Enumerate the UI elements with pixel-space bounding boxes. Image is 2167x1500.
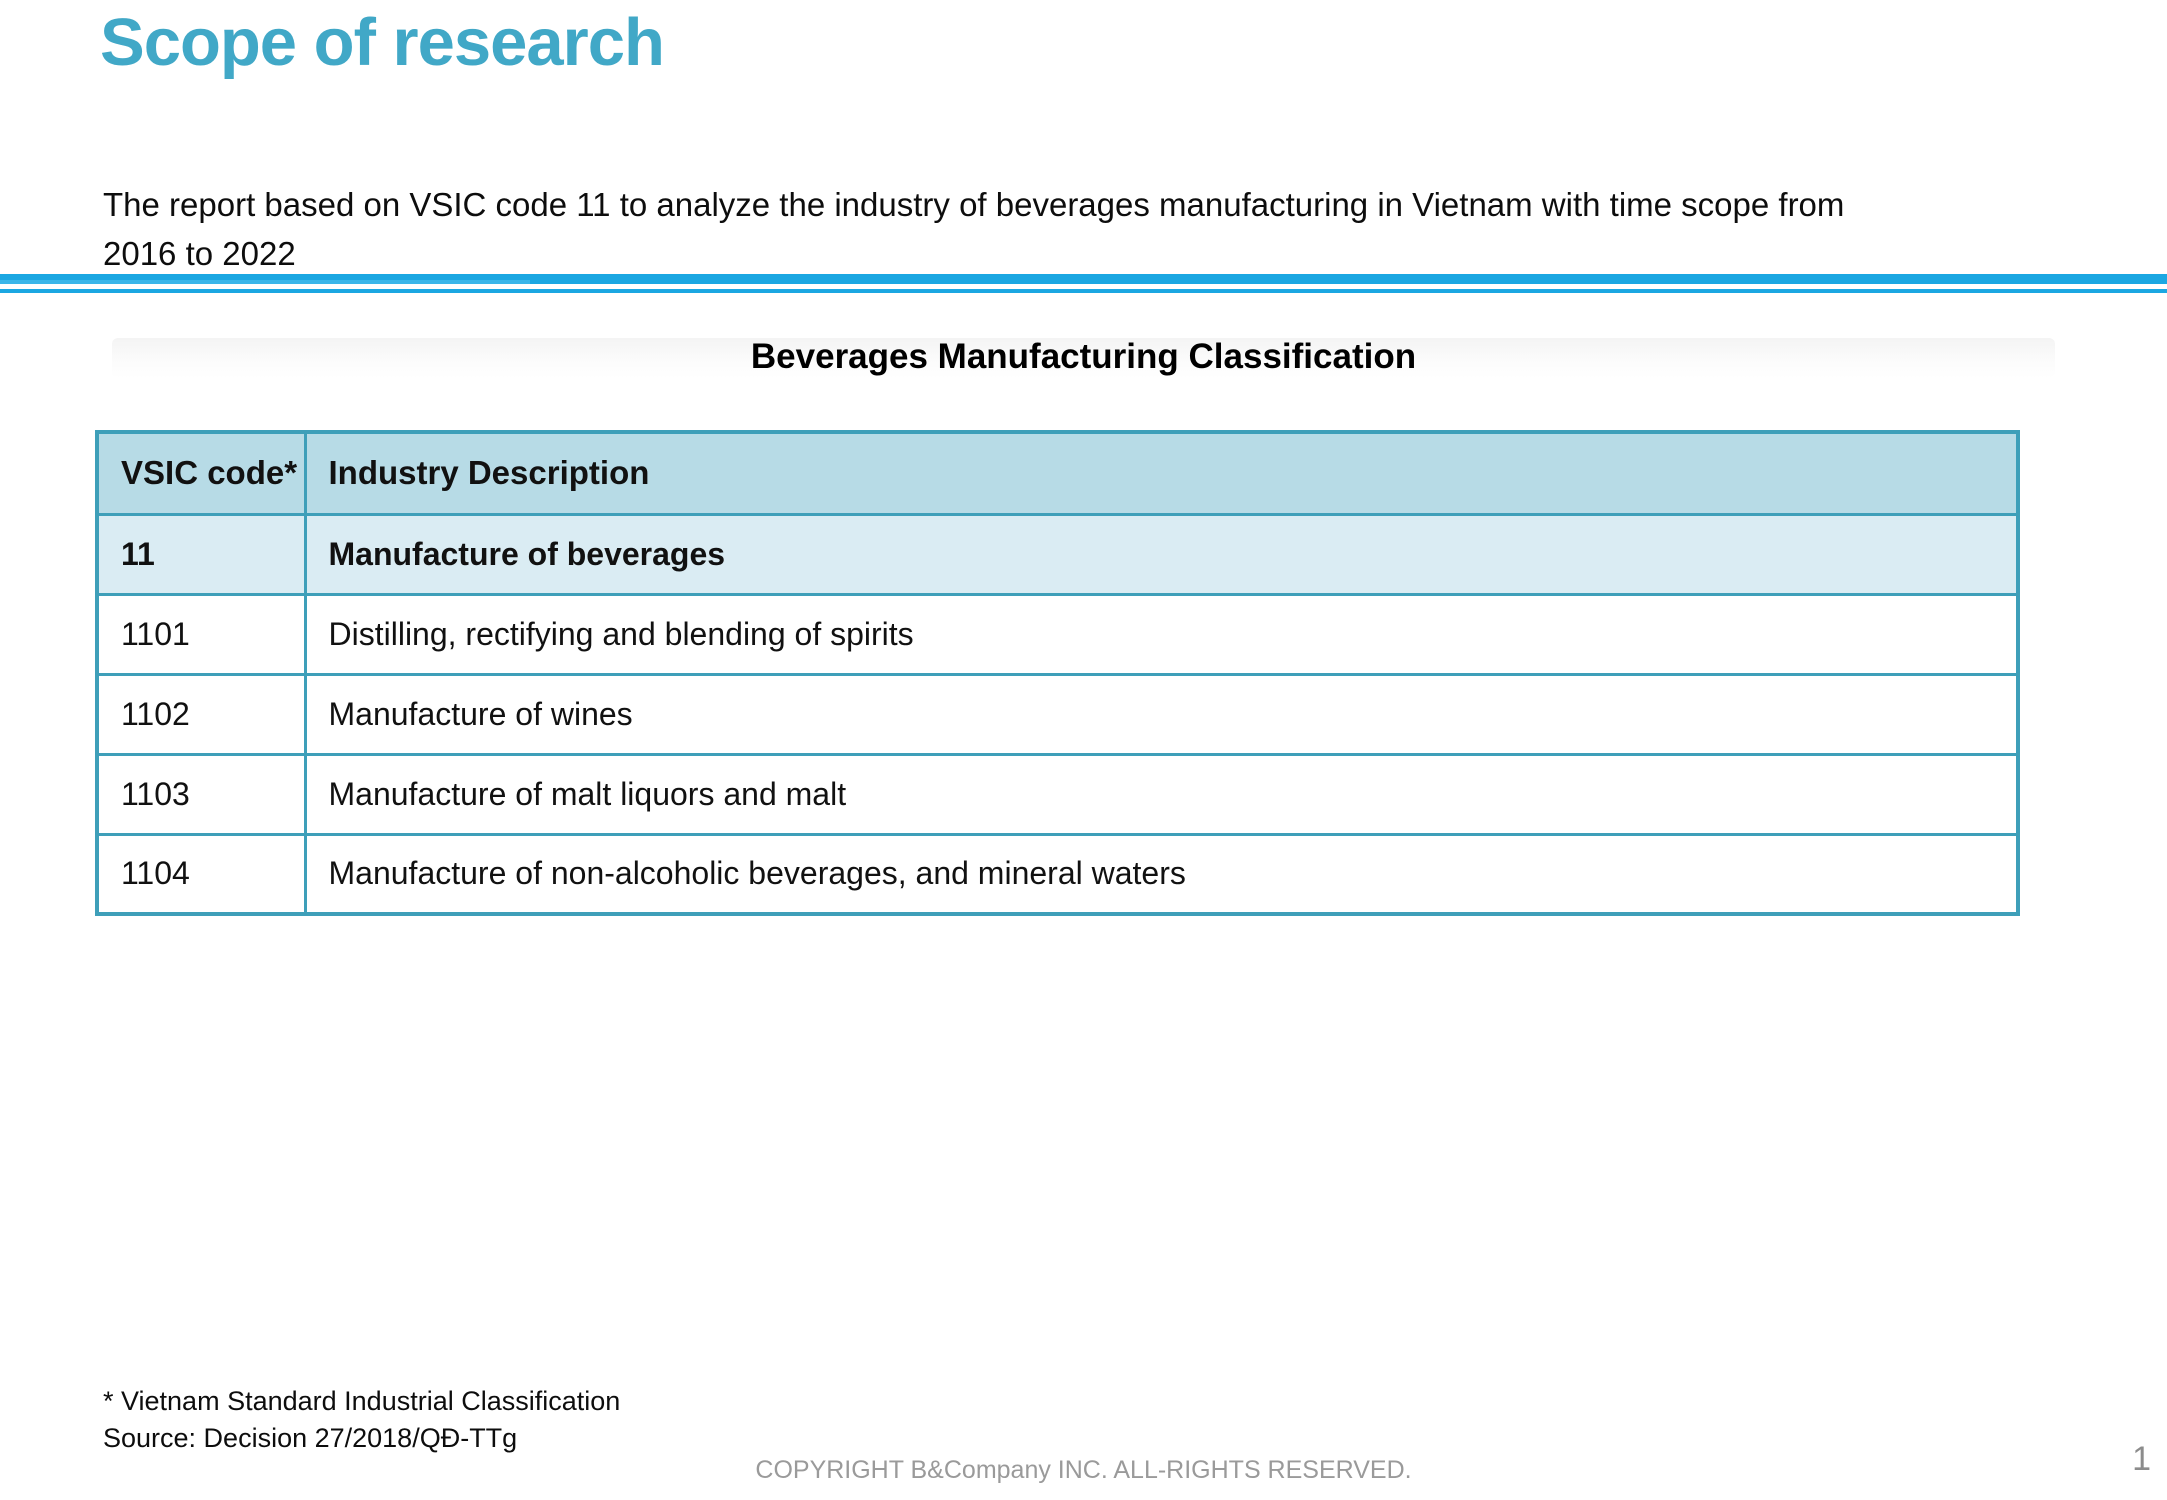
table-row: 1103 Manufacture of malt liquors and mal…: [95, 752, 2020, 836]
table-row: 11 Manufacture of beverages: [95, 512, 2020, 596]
table-row: 1101 Distilling, rectifying and blending…: [95, 592, 2020, 676]
intro-line-2: 2016 to 2022: [103, 235, 296, 272]
footnotes: * Vietnam Standard Industrial Classifica…: [103, 1383, 620, 1457]
section-title: Beverages Manufacturing Classification: [750, 337, 1417, 376]
footnote-source: Source: Decision 27/2018/QĐ-TTg: [103, 1423, 518, 1453]
cell-description: Manufacture of non-alcoholic beverages, …: [303, 832, 2020, 916]
table-header-row: VSIC code* Industry Description: [95, 430, 2020, 516]
footnote-asterisk: * Vietnam Standard Industrial Classifica…: [103, 1386, 621, 1416]
cell-description: Manufacture of malt liquors and malt: [303, 752, 2020, 836]
footer-copyright: COPYRIGHT B&Company INC. ALL-RIGHTS RESE…: [755, 1456, 1412, 1484]
intro-paragraph: The report based on VSIC code 11 to anal…: [103, 180, 2063, 278]
intro-line-1: The report based on VSIC code 11 to anal…: [103, 186, 1845, 223]
page-number: 1: [2132, 1440, 2151, 1478]
divider-rule-thin: [0, 289, 2167, 293]
cell-code: 1104: [95, 832, 307, 916]
cell-description: Manufacture of wines: [303, 672, 2020, 756]
table-row: 1104 Manufacture of non-alcoholic bevera…: [95, 832, 2020, 916]
cell-code: 1103: [95, 752, 307, 836]
cell-code: 1101: [95, 592, 307, 676]
divider-rule-highlight: [0, 280, 530, 284]
cell-code: 1102: [95, 672, 307, 756]
cell-description: Distilling, rectifying and blending of s…: [303, 592, 2020, 676]
cell-description: Manufacture of beverages: [303, 512, 2020, 596]
page-title: Scope of research: [100, 5, 665, 80]
divider-rule-thick: [0, 274, 2167, 284]
table-row: 1102 Manufacture of wines: [95, 672, 2020, 756]
column-header-industry-description: Industry Description: [303, 430, 2020, 516]
cell-code: 11: [95, 512, 307, 596]
vsic-classification-table: VSIC code* Industry Description 11 Manuf…: [95, 430, 2020, 916]
column-header-vsic-code: VSIC code*: [95, 430, 307, 516]
section-title-banner: [112, 338, 2055, 378]
